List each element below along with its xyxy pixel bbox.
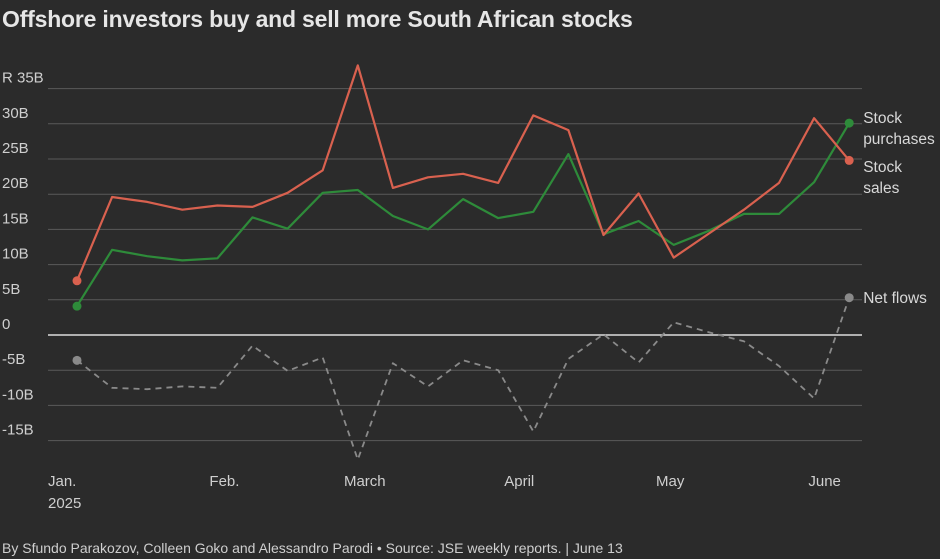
y-tick-label: 0 xyxy=(2,316,10,333)
series-point-net-flows xyxy=(72,355,82,365)
y-tick-label: 20B xyxy=(2,175,29,192)
chart-title: Offshore investors buy and sell more Sou… xyxy=(2,6,633,32)
y-tick-label: -15B xyxy=(2,422,34,439)
series-line-stock-purchases xyxy=(76,122,851,307)
x-tick-label: Feb. xyxy=(209,473,239,490)
y-tick-label: -5B xyxy=(2,351,25,368)
x-tick-label: Jan. xyxy=(48,473,76,490)
x-axis-ticks: Jan. 2025 Feb. March April May June xyxy=(48,473,841,512)
label-stock-purchases: purchases xyxy=(863,131,935,148)
y-tick-label: 25B xyxy=(2,140,29,157)
series-point-stock-purchases xyxy=(844,118,854,128)
series-line-net-flows xyxy=(76,297,851,461)
series-line-stock-sales xyxy=(75,64,851,282)
label-stock-sales: sales xyxy=(863,180,899,197)
y-tick-label: -10B xyxy=(2,386,34,403)
x-tick-label: May xyxy=(656,473,685,490)
y-tick-label: 5B xyxy=(2,281,20,298)
series-labels: Stock purchases Stock sales Net flows xyxy=(863,110,935,307)
series-point-stock-sales xyxy=(844,155,854,165)
y-tick-label: 10B xyxy=(2,246,29,263)
x-tick-label: June xyxy=(808,473,841,490)
x-tick-label: March xyxy=(344,473,386,490)
x-tick-sublabel: 2025 xyxy=(48,495,81,512)
label-stock-purchases: Stock xyxy=(863,110,902,127)
label-stock-sales: Stock xyxy=(863,159,902,176)
y-tick-label: 15B xyxy=(2,210,29,227)
series-point-stock-purchases xyxy=(72,301,82,311)
label-net-flows: Net flows xyxy=(863,290,927,307)
series-point-stock-sales xyxy=(72,276,82,286)
x-tick-label: April xyxy=(504,473,534,490)
y-tick-label: 30B xyxy=(2,105,29,122)
y-tick-label: R 35B xyxy=(2,70,44,87)
series-point-net-flows xyxy=(844,293,854,303)
source-credit: By Sfundo Parakozov, Colleen Goko and Al… xyxy=(2,540,623,556)
y-axis-ticks: R 35B 30B 25B 20B 15B 10B 5B 0 -5B -10B -15B xyxy=(2,70,44,439)
series-lines xyxy=(72,64,854,461)
gridlines xyxy=(48,88,862,442)
